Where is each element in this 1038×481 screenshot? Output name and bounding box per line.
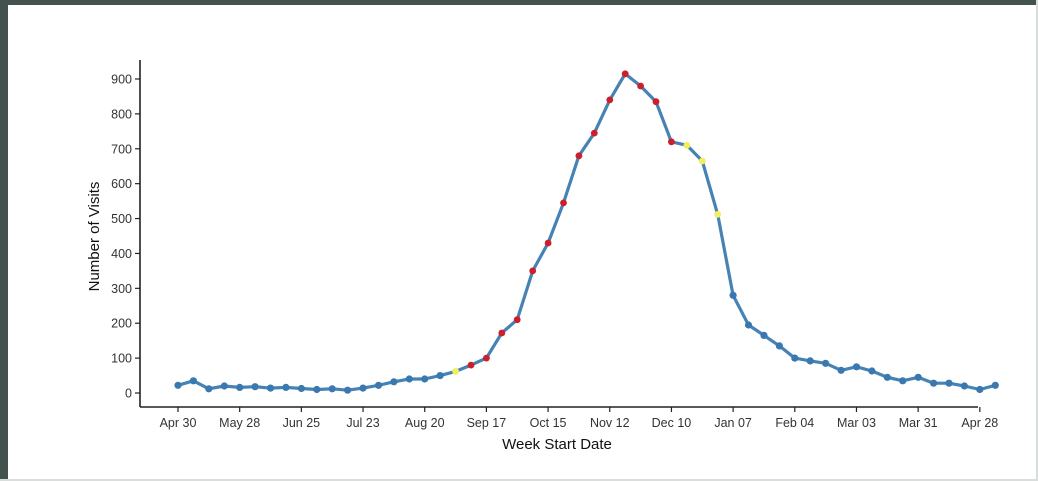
y-tick-label: 800: [111, 107, 132, 121]
series-line: [176, 72, 997, 392]
data-point: [436, 372, 444, 380]
data-point: [405, 375, 413, 383]
data-point: [945, 379, 953, 387]
frame-bottom-edge: [0, 479, 1038, 481]
data-point-red: [544, 239, 552, 247]
data-point: [328, 385, 336, 393]
data-point: [344, 386, 352, 394]
data-points: [174, 70, 999, 394]
x-tick-label: Jan 07: [714, 416, 752, 430]
y-tick-label: 700: [111, 142, 132, 156]
y-tick-label: 600: [111, 177, 132, 191]
y-tick-label: 900: [111, 73, 132, 87]
data-point-red: [621, 70, 629, 78]
data-point-red: [529, 267, 537, 275]
data-point: [220, 382, 228, 390]
data-point-yellow: [714, 211, 722, 218]
y-tick-label: 400: [111, 247, 132, 261]
data-point: [729, 291, 737, 299]
x-tick-label: Apr 28: [961, 416, 998, 430]
y-tick-label: 300: [111, 282, 132, 296]
data-point: [251, 383, 259, 391]
x-tick-label: Apr 30: [160, 416, 197, 430]
data-point: [960, 382, 969, 390]
data-point: [189, 377, 197, 385]
frame-right-edge: [1036, 0, 1038, 481]
data-point-red: [606, 96, 614, 104]
data-point-red: [483, 354, 490, 362]
x-tick-label: Dec 10: [652, 416, 692, 430]
y-axis: 0 100 200 300 400 500 600 700 800 900: [111, 60, 141, 407]
x-tick-label: Nov 12: [590, 416, 630, 430]
data-point: [359, 384, 367, 392]
x-axis: Apr 30 May 28 Jun 25 Jul 23 Aug 20 Sep 17 Oct …: [140, 406, 998, 430]
data-point-red: [498, 329, 506, 337]
x-tick-label: Mar 03: [837, 416, 876, 430]
x-axis-title: Week Start Date: [502, 436, 612, 453]
data-point: [899, 377, 907, 385]
x-tick-label: Feb 04: [775, 416, 814, 430]
data-point: [297, 384, 305, 393]
data-point: [744, 321, 753, 329]
data-point-red: [467, 361, 475, 369]
data-point-yellow: [698, 157, 706, 165]
data-point: [282, 383, 290, 391]
data-point: [313, 385, 321, 394]
data-point: [174, 381, 182, 389]
data-point-yellow: [683, 141, 691, 149]
data-point: [775, 342, 784, 350]
data-point: [205, 385, 213, 393]
x-tick-label: Mar 31: [899, 416, 938, 430]
y-axis-title: Number of Visits: [86, 182, 103, 292]
data-point-red: [637, 82, 644, 90]
x-tick-label: Aug 20: [405, 416, 445, 430]
data-point: [822, 359, 830, 367]
data-point: [868, 367, 876, 375]
y-tick-label: 200: [111, 317, 132, 331]
x-tick-label: Oct 15: [530, 416, 567, 430]
data-point: [852, 363, 861, 371]
series-visits: [176, 72, 997, 392]
data-point: [266, 384, 275, 392]
data-point-red: [513, 316, 521, 324]
x-tick-label: Jul 23: [346, 416, 379, 430]
x-tick-label: Jun 25: [283, 416, 321, 430]
data-point: [421, 375, 429, 383]
data-point: [930, 379, 938, 387]
data-point-yellow: [452, 368, 459, 375]
data-point-red: [575, 152, 583, 160]
data-point-red: [560, 199, 567, 207]
data-point: [991, 381, 999, 389]
y-tick-label: 0: [125, 387, 132, 401]
data-point: [837, 366, 845, 374]
data-point: [236, 383, 244, 391]
data-point: [390, 378, 398, 386]
data-point-red: [590, 129, 598, 137]
data-point: [883, 373, 891, 381]
data-point: [374, 381, 383, 389]
y-tick-label: 100: [111, 352, 132, 366]
data-point: [914, 373, 922, 381]
y-tick-label: 500: [111, 212, 132, 226]
data-point: [976, 385, 984, 394]
data-point-red: [652, 98, 660, 106]
x-tick-label: Sep 17: [467, 416, 507, 430]
data-point: [806, 357, 814, 365]
x-tick-label: May 28: [219, 416, 260, 430]
data-point: [791, 354, 799, 362]
data-point: [760, 331, 768, 339]
data-point-red: [668, 138, 675, 146]
